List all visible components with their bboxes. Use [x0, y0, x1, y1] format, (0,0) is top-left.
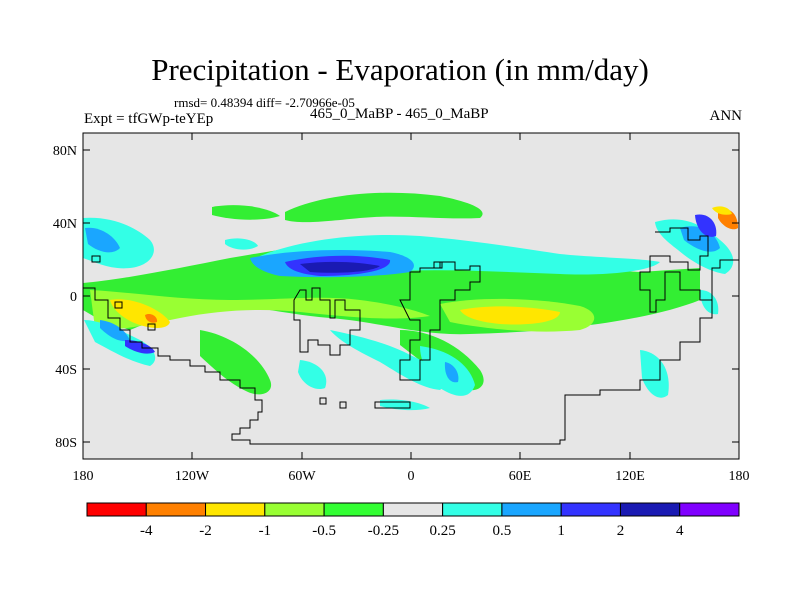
north-green-band [212, 205, 280, 220]
western-coast-outline [83, 287, 713, 445]
colorbar [86, 502, 740, 517]
coastlines [83, 227, 739, 445]
cyan-mid-pacific [225, 238, 258, 250]
navy-core [300, 261, 380, 273]
rmsd-diff-stats: rmsd= 0.48394 diff= -2.70966e-05 [174, 95, 355, 110]
blue-southwest [100, 320, 130, 342]
x-tick-label: 120E [615, 469, 645, 484]
central-continent-outline [293, 287, 361, 356]
small-island-4 [339, 401, 347, 409]
x-tick-label: 60E [509, 469, 532, 484]
colorbar-swatch [442, 502, 503, 517]
cyan-west-pacific [84, 320, 156, 366]
colorbar-label: 4 [676, 523, 684, 539]
season-label: ANN [709, 108, 743, 124]
y-tick-label: 80N [53, 144, 77, 159]
cyan-rightedge [700, 290, 719, 315]
field-contours [83, 192, 738, 411]
deep-blue-east [695, 214, 717, 237]
small-island-3 [147, 323, 156, 331]
small-island-5 [319, 397, 327, 405]
tropical-green-lower [200, 330, 272, 395]
experiment-label: Expt = tfGWp-teYEp [84, 111, 214, 127]
colorbar-label: 0.5 [493, 523, 512, 539]
colorbar-label: -0.25 [368, 523, 399, 539]
cyan-atlantic-lower [298, 360, 327, 390]
colorbar-swatch [560, 502, 621, 517]
cyan-south-band [330, 330, 444, 390]
colorbar-swatch [501, 502, 562, 517]
yellow-indian [460, 306, 560, 325]
blue-north-pacific [85, 227, 120, 253]
small-island-1 [91, 255, 101, 263]
small-island-7 [433, 261, 443, 269]
colorbar-label: -0.5 [312, 523, 336, 539]
blue-indian-south [444, 362, 459, 383]
colorbar-labels: -4 -2 -1 -0.5 -0.25 0.25 0.5 1 2 4 [140, 523, 684, 539]
colorbar-label: -1 [259, 523, 272, 539]
x-tick-label: 180 [73, 469, 94, 484]
colorbar-swatch [205, 502, 266, 517]
y-tick-label: 0 [70, 290, 77, 305]
small-island-2 [114, 301, 123, 309]
y-tick-label: 40S [55, 363, 77, 378]
colorbar-swatch [382, 502, 444, 517]
y-tick-label: 80S [55, 436, 77, 451]
colorbar-swatch [86, 502, 147, 517]
colorbar-label: 2 [617, 523, 625, 539]
map-title: Precipitation - Evaporation (in mm/day) [151, 52, 649, 87]
y-tick-label: 40N [53, 217, 77, 232]
cyan-east-pacific [640, 350, 669, 398]
northeast-outline [639, 227, 739, 313]
colorbar-label: -4 [140, 523, 153, 539]
x-tick-label: 180 [729, 469, 750, 484]
x-tick-label: 120W [175, 469, 210, 484]
comparison-label: 465_0_MaBP - 465_0_MaBP [310, 106, 489, 122]
x-tick-label: 0 [408, 469, 415, 484]
colorbar-swatch [264, 502, 325, 517]
x-tick-label: 60W [288, 469, 316, 484]
yellow-east [712, 206, 732, 215]
colorbar-label: 0.25 [430, 523, 456, 539]
colorbar-swatch [323, 502, 384, 517]
deep-blue-southwest [125, 340, 155, 354]
north-green-2 [285, 192, 483, 223]
colorbar-swatch [679, 502, 740, 517]
small-island-6 [374, 401, 411, 409]
axis-ticks [83, 133, 739, 459]
colorbar-swatch [145, 502, 207, 517]
orange-spot [145, 313, 158, 323]
colorbar-swatch [619, 502, 681, 517]
colorbar-label: 1 [557, 523, 565, 539]
colorbar-label: -2 [199, 523, 212, 539]
